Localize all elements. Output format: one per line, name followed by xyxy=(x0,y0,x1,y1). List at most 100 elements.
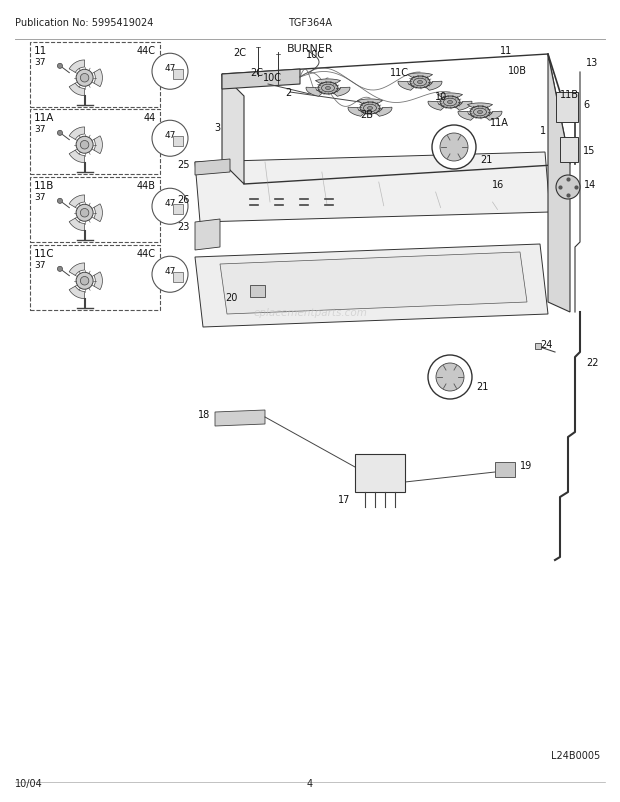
Text: 10/04: 10/04 xyxy=(15,778,43,788)
Polygon shape xyxy=(485,112,502,121)
Ellipse shape xyxy=(368,107,373,111)
Text: 47: 47 xyxy=(164,131,175,140)
Text: TGF364A: TGF364A xyxy=(288,18,332,28)
Text: 25: 25 xyxy=(177,160,190,170)
Bar xyxy=(173,273,183,283)
Polygon shape xyxy=(348,108,365,117)
Text: 11A: 11A xyxy=(490,118,509,128)
Bar xyxy=(30,110,160,175)
Text: 37: 37 xyxy=(34,192,45,202)
Polygon shape xyxy=(407,74,433,79)
Polygon shape xyxy=(94,70,102,87)
Polygon shape xyxy=(195,153,550,223)
Circle shape xyxy=(428,355,472,399)
Text: 19: 19 xyxy=(520,460,532,471)
Ellipse shape xyxy=(417,81,422,84)
Text: 11C: 11C xyxy=(390,68,409,78)
Polygon shape xyxy=(548,55,570,313)
Bar xyxy=(556,93,578,123)
Polygon shape xyxy=(398,82,415,91)
Text: 10C: 10C xyxy=(306,50,325,60)
Text: 14: 14 xyxy=(584,180,596,190)
Text: BURNER: BURNER xyxy=(286,44,334,54)
Text: Publication No: 5995419024: Publication No: 5995419024 xyxy=(15,18,153,28)
Bar xyxy=(250,286,265,298)
Ellipse shape xyxy=(326,87,330,91)
Circle shape xyxy=(76,70,93,87)
Bar xyxy=(30,43,160,107)
Text: 21: 21 xyxy=(476,382,489,391)
Bar xyxy=(355,455,405,492)
Polygon shape xyxy=(455,102,472,111)
Bar xyxy=(173,205,183,215)
Text: 15: 15 xyxy=(583,146,595,156)
Polygon shape xyxy=(69,264,84,276)
Circle shape xyxy=(440,134,468,162)
Bar xyxy=(30,245,160,310)
Circle shape xyxy=(556,176,580,200)
Ellipse shape xyxy=(477,111,482,115)
Ellipse shape xyxy=(440,97,460,109)
Circle shape xyxy=(436,363,464,391)
Text: 2: 2 xyxy=(285,88,291,98)
Text: 2C: 2C xyxy=(233,48,246,58)
Bar xyxy=(173,70,183,80)
Circle shape xyxy=(81,141,89,150)
Ellipse shape xyxy=(410,77,430,89)
Polygon shape xyxy=(69,219,84,231)
Bar xyxy=(560,138,578,163)
Text: 47: 47 xyxy=(164,266,175,275)
Circle shape xyxy=(152,121,188,157)
Text: 47: 47 xyxy=(164,63,175,73)
Bar xyxy=(30,178,160,243)
Text: 11B: 11B xyxy=(560,90,579,100)
Circle shape xyxy=(81,277,89,286)
Text: 11: 11 xyxy=(500,46,512,56)
Circle shape xyxy=(76,273,93,290)
Circle shape xyxy=(432,126,476,170)
Ellipse shape xyxy=(470,107,490,119)
Polygon shape xyxy=(425,82,442,91)
Text: 37: 37 xyxy=(34,125,45,134)
Circle shape xyxy=(58,132,63,136)
Text: 2C: 2C xyxy=(250,68,263,78)
Polygon shape xyxy=(467,103,493,109)
Circle shape xyxy=(58,64,63,69)
Circle shape xyxy=(58,267,63,272)
Polygon shape xyxy=(428,102,445,111)
Bar xyxy=(173,137,183,147)
Text: 20: 20 xyxy=(226,293,238,302)
Bar xyxy=(535,343,541,350)
Text: 4: 4 xyxy=(307,778,313,788)
Text: 11: 11 xyxy=(34,46,47,56)
Circle shape xyxy=(81,209,89,217)
Text: 1: 1 xyxy=(540,126,546,136)
Text: 44B: 44B xyxy=(137,180,156,191)
Text: 44: 44 xyxy=(144,113,156,123)
Ellipse shape xyxy=(448,101,453,104)
Text: 10C: 10C xyxy=(263,73,282,83)
Text: 11B: 11B xyxy=(34,180,55,191)
Polygon shape xyxy=(69,61,84,73)
Polygon shape xyxy=(195,245,548,327)
Text: eplacementparts.com: eplacementparts.com xyxy=(253,308,367,318)
Polygon shape xyxy=(357,99,383,105)
Polygon shape xyxy=(316,80,340,85)
Polygon shape xyxy=(195,160,230,176)
Circle shape xyxy=(76,205,93,222)
Polygon shape xyxy=(94,273,102,290)
Polygon shape xyxy=(222,70,300,90)
Text: 23: 23 xyxy=(177,221,190,232)
Circle shape xyxy=(152,189,188,225)
Polygon shape xyxy=(220,253,527,314)
Polygon shape xyxy=(69,84,84,96)
Polygon shape xyxy=(94,136,102,155)
Text: 44C: 44C xyxy=(137,46,156,56)
Polygon shape xyxy=(375,108,392,117)
Polygon shape xyxy=(306,88,323,97)
Polygon shape xyxy=(222,75,244,184)
Circle shape xyxy=(58,199,63,205)
Text: 37: 37 xyxy=(34,58,45,67)
Text: 26: 26 xyxy=(177,195,190,205)
Polygon shape xyxy=(333,88,350,97)
